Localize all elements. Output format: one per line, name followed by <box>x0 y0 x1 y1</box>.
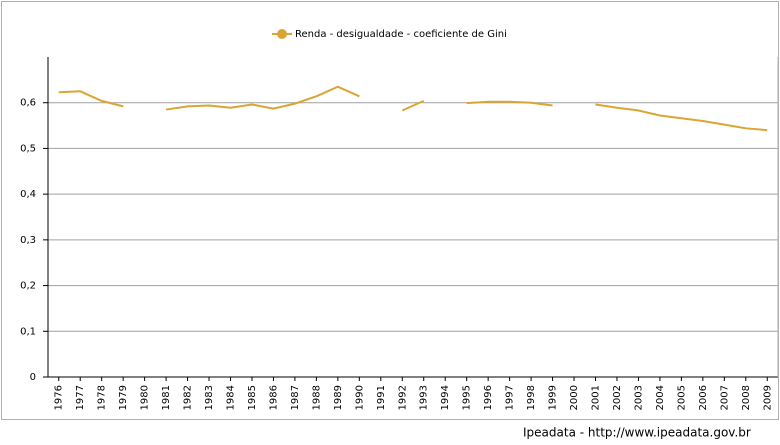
x-tick-label: 2001 <box>591 385 602 410</box>
x-tick-label: 1992 <box>397 385 408 410</box>
x-tick-label: 1984 <box>226 385 237 410</box>
legend-marker <box>277 29 287 39</box>
legend-label: Renda - desigualdade - coeficiente de Gi… <box>295 29 507 40</box>
x-tick-label: 2006 <box>698 385 709 410</box>
x-tick-label: 1981 <box>161 385 172 410</box>
x-tick-label: 1979 <box>118 385 129 410</box>
x-tick-label: 2000 <box>569 385 580 410</box>
x-tick-label: 1985 <box>247 385 258 410</box>
source: Ipeadata - http://www.ipeadata.gov.br <box>523 426 751 440</box>
x-tick-label: 1986 <box>268 385 279 410</box>
y-tick-label: 0,5 <box>20 143 36 154</box>
x-tick-label: 2005 <box>676 385 687 410</box>
x-tick-label: 1978 <box>97 385 108 410</box>
x-tick-label: 1976 <box>54 385 65 410</box>
x-tick-label: 1990 <box>354 385 365 410</box>
x-tick-label: 1989 <box>333 385 344 410</box>
chart-frame <box>1 1 779 420</box>
x-tick-label: 2002 <box>612 385 623 410</box>
x-tick-label: 1997 <box>505 385 516 410</box>
x-tick-label: 1998 <box>526 385 537 410</box>
y-tick-label: 0,6 <box>20 98 36 109</box>
x-tick-label: 1988 <box>311 385 322 410</box>
x-tick-label: 1983 <box>204 385 215 410</box>
x-tick-label: 2007 <box>719 385 730 410</box>
x-tick-label: 2004 <box>655 385 666 410</box>
y-tick-label: 0,2 <box>20 281 36 292</box>
y-tick-label: 0 <box>30 372 36 383</box>
x-tick-label: 2009 <box>762 385 773 410</box>
x-tick-label: 1980 <box>140 385 151 410</box>
y-tick-label: 0,4 <box>20 189 36 200</box>
x-tick-label: 2003 <box>633 385 644 410</box>
x-tick-label: 1994 <box>440 385 451 410</box>
x-tick-label: 1977 <box>75 385 86 410</box>
x-tick-label: 1991 <box>376 385 387 410</box>
x-tick-label: 1999 <box>548 385 559 410</box>
x-tick-label: 1987 <box>290 385 301 410</box>
x-tick-label: 2008 <box>741 385 752 410</box>
x-tick-label: 1995 <box>462 385 473 410</box>
x-tick-label: 1993 <box>419 385 430 410</box>
y-tick-label: 0,1 <box>20 326 36 337</box>
y-tick-label: 0,3 <box>20 235 36 246</box>
series-line <box>58 85 768 132</box>
x-tick-label: 1982 <box>183 385 194 410</box>
x-tick-label: 1996 <box>483 385 494 410</box>
